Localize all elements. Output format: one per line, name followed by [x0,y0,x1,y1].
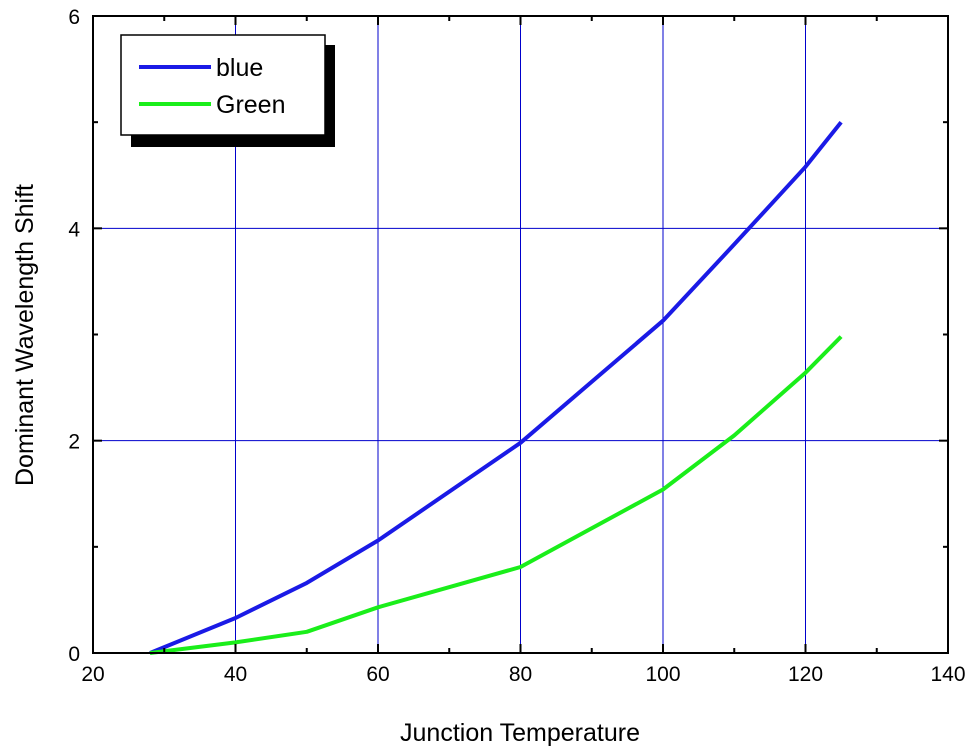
y-tick-label: 6 [68,6,80,29]
legend: blue Green [120,34,335,147]
x-tick-label: 120 [788,663,823,686]
x-tick-label: 140 [930,663,965,686]
series-line-blue [149,120,843,655]
y-tick-label: 0 [68,643,80,666]
series-line-green [149,335,843,655]
legend-box [120,34,326,136]
x-tick-label: 20 [81,663,104,686]
y-tick-labels: 0 2 4 6 [68,6,80,666]
x-tick-label: 40 [224,663,247,686]
axis-ticks [92,15,949,654]
x-tick-label: 80 [509,663,532,686]
x-axis-title: Junction Temperature [400,719,640,747]
x-tick-labels: 20 40 60 80 100 120 140 [81,663,965,686]
y-axis-title: Dominant Wavelength Shift [11,184,39,486]
x-tick-label: 100 [645,663,680,686]
series-lines [149,120,843,655]
y-tick-label: 2 [68,431,80,454]
x-tick-label: 60 [366,663,389,686]
y-tick-label: 4 [68,218,80,241]
legend-label-blue: blue [216,54,263,82]
legend-label-green: Green [216,91,285,119]
